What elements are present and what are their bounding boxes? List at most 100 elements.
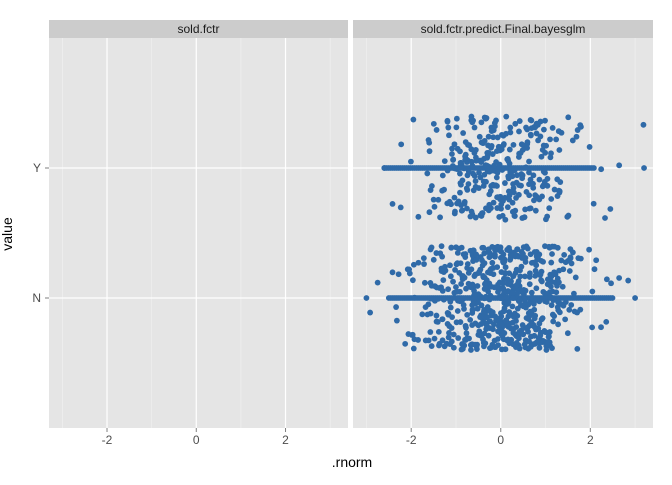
data-point xyxy=(435,196,442,203)
data-point xyxy=(485,207,492,214)
data-point xyxy=(527,308,534,315)
data-point xyxy=(480,308,487,315)
data-point xyxy=(494,169,501,176)
data-point xyxy=(527,117,534,123)
data-point xyxy=(502,180,508,186)
data-point xyxy=(589,288,596,295)
data-point xyxy=(478,302,485,309)
data-point xyxy=(516,118,523,124)
data-point xyxy=(544,175,551,182)
data-point xyxy=(453,124,460,131)
data-point xyxy=(543,347,550,353)
panels-layer: sold.fctr sold.fctr.predict.Final.bayesgl… xyxy=(49,20,653,428)
data-point xyxy=(513,179,520,186)
data-point xyxy=(494,134,501,141)
data-point xyxy=(409,277,416,284)
data-point xyxy=(437,214,443,221)
data-point xyxy=(434,319,441,325)
data-point xyxy=(566,268,573,274)
data-point xyxy=(574,346,581,352)
data-point xyxy=(439,187,446,194)
data-point xyxy=(586,246,593,253)
data-point xyxy=(504,246,511,253)
data-point xyxy=(445,311,452,318)
data-point xyxy=(480,178,487,185)
facet-panel: sold.fctr.predict.Final.bayesglm xyxy=(353,20,653,428)
data-point xyxy=(427,187,434,193)
data-point xyxy=(481,330,488,337)
data-point xyxy=(540,126,547,133)
data-point xyxy=(506,160,513,167)
data-point xyxy=(389,200,396,207)
data-point xyxy=(433,127,440,133)
data-point xyxy=(537,133,544,140)
data-point xyxy=(496,279,503,286)
data-point xyxy=(549,311,556,318)
data-point xyxy=(486,345,493,352)
axes-layer: -2 0 2 -2 0 2 N Y xyxy=(32,161,594,447)
data-point xyxy=(435,295,442,302)
y-tick-label: N xyxy=(32,291,41,305)
data-point xyxy=(431,335,438,342)
data-point xyxy=(523,124,529,131)
data-point xyxy=(473,256,480,263)
data-point xyxy=(479,244,486,251)
data-point xyxy=(498,295,505,302)
data-point xyxy=(507,129,514,136)
data-point xyxy=(573,133,580,140)
data-point xyxy=(555,128,562,135)
data-point xyxy=(603,318,610,325)
data-point xyxy=(450,278,456,285)
data-point xyxy=(555,321,561,328)
data-point xyxy=(426,148,433,155)
data-point xyxy=(496,214,503,220)
data-point xyxy=(459,341,466,347)
data-point xyxy=(544,291,551,298)
facet-strip xyxy=(49,20,348,38)
data-point xyxy=(477,314,483,320)
data-point xyxy=(507,124,514,131)
data-point xyxy=(486,250,493,256)
data-point xyxy=(455,335,462,341)
data-point xyxy=(486,201,493,208)
data-point xyxy=(536,176,543,183)
data-point xyxy=(447,298,454,305)
data-point xyxy=(506,146,513,153)
data-point xyxy=(508,325,514,332)
data-point xyxy=(542,149,549,156)
data-point xyxy=(543,299,550,305)
data-point xyxy=(484,304,491,310)
data-point xyxy=(641,165,647,171)
data-point xyxy=(526,158,532,165)
data-point xyxy=(493,159,500,165)
data-point xyxy=(533,285,540,292)
data-point xyxy=(545,333,552,340)
data-point xyxy=(510,273,516,280)
data-point xyxy=(519,175,526,182)
data-point xyxy=(491,123,498,130)
data-point xyxy=(472,320,479,327)
data-point xyxy=(430,256,437,263)
data-point xyxy=(566,306,573,313)
data-point xyxy=(477,254,484,260)
data-point xyxy=(463,330,470,337)
facet-strip xyxy=(353,20,653,38)
data-point xyxy=(516,128,522,135)
data-point xyxy=(476,133,483,140)
data-point xyxy=(435,328,442,335)
data-point xyxy=(405,331,412,337)
data-point xyxy=(478,119,485,126)
data-point xyxy=(598,166,605,173)
data-point xyxy=(467,316,474,323)
panel-background xyxy=(49,38,348,428)
data-point xyxy=(464,186,471,193)
data-point xyxy=(471,124,478,131)
data-point xyxy=(550,318,557,325)
data-point xyxy=(500,259,507,266)
data-point xyxy=(460,251,467,258)
data-point xyxy=(522,344,529,351)
data-point xyxy=(517,273,524,280)
data-point xyxy=(528,289,535,296)
data-point xyxy=(451,210,458,217)
data-point xyxy=(540,258,546,265)
